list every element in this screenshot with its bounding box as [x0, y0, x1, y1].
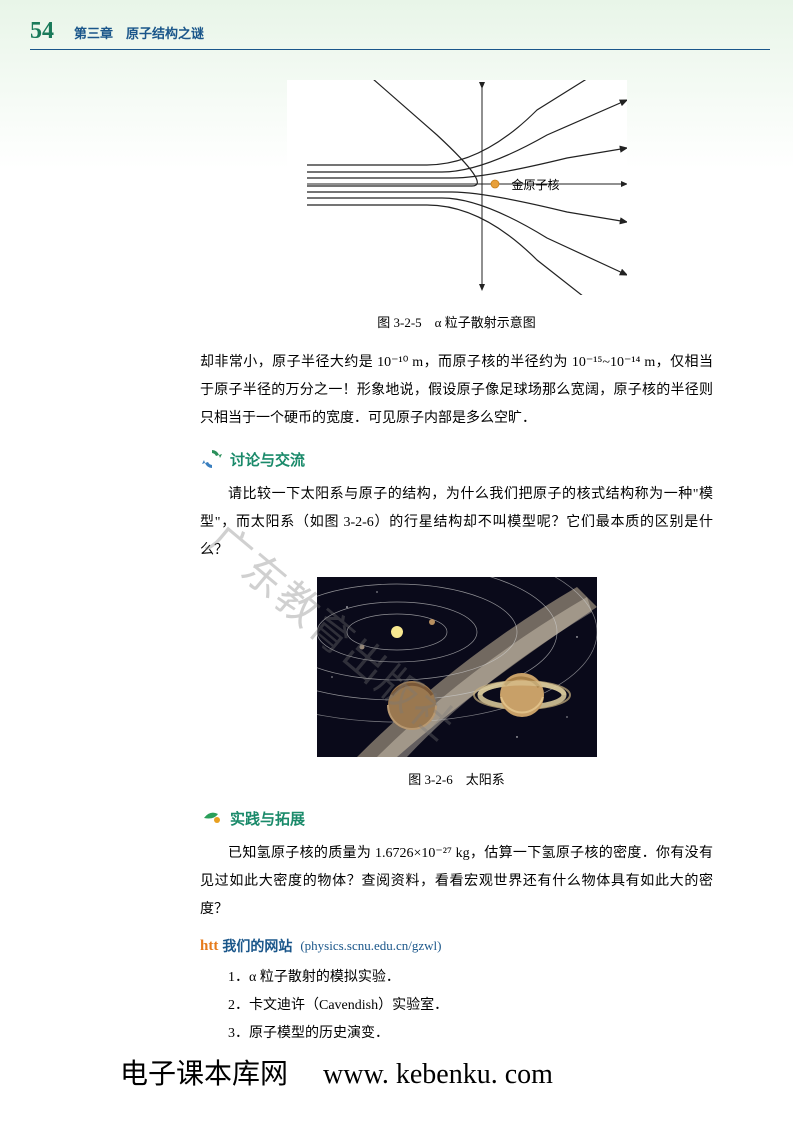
- http-icon: htt: [200, 938, 218, 955]
- website-title: 我们的网站: [222, 936, 292, 956]
- scatter-diagram: 金原子核: [287, 80, 627, 295]
- footer-site-name: 电子课本库网: [120, 1059, 288, 1090]
- discuss-title: 讨论与交流: [230, 449, 305, 470]
- footer: 电子课本库网 www. kebenku. com: [120, 1052, 553, 1092]
- body-paragraph-1: 却非常小，原子半径大约是 10⁻¹⁰ m，而原子核的半径约为 10⁻¹⁵~10⁻…: [200, 349, 713, 433]
- main-content: 金原子核 图 3-2-5 α 粒子散射示意图 却非常小，原子半径大约是 10⁻¹…: [0, 50, 793, 1048]
- practice-icon: [200, 806, 224, 830]
- figure-solar: 图 3-2-6 太阳系: [200, 577, 713, 788]
- website-item: 3．原子模型的历史演变．: [228, 1020, 713, 1048]
- website-item: 2．卡文迪许（Cavendish）实验室．: [228, 992, 713, 1020]
- website-item: 1．α 粒子散射的模拟实验．: [228, 964, 713, 992]
- figure1-caption: 图 3-2-5 α 粒子散射示意图: [200, 312, 713, 331]
- practice-header: 实践与拓展: [200, 806, 713, 830]
- practice-title: 实践与拓展: [230, 808, 305, 829]
- figure2-caption: 图 3-2-6 太阳系: [200, 769, 713, 788]
- discuss-icon: [200, 447, 224, 471]
- website-header: htt 我们的网站 (physics.scnu.edu.cn/gzwl): [200, 936, 713, 956]
- nucleus-label: 金原子核: [512, 176, 560, 193]
- discuss-header: 讨论与交流: [200, 447, 713, 471]
- figure-scatter: 金原子核 图 3-2-5 α 粒子散射示意图: [200, 80, 713, 331]
- discuss-text: 请比较一下太阳系与原子的结构，为什么我们把原子的核式结构称为一种"模型"，而太阳…: [200, 481, 713, 565]
- page-header: 54 第三章 原子结构之谜: [0, 0, 793, 45]
- page-number: 54: [30, 18, 54, 45]
- website-list: 1．α 粒子散射的模拟实验． 2．卡文迪许（Cavendish）实验室． 3．原…: [200, 964, 713, 1048]
- footer-url[interactable]: www. kebenku. com: [323, 1059, 553, 1090]
- solar-system-image: [317, 577, 597, 757]
- practice-text: 已知氢原子核的质量为 1.6726×10⁻²⁷ kg，估算一下氢原子核的密度．你…: [200, 840, 713, 924]
- chapter-title: 第三章 原子结构之谜: [74, 23, 204, 42]
- website-url[interactable]: (physics.scnu.edu.cn/gzwl): [300, 938, 441, 954]
